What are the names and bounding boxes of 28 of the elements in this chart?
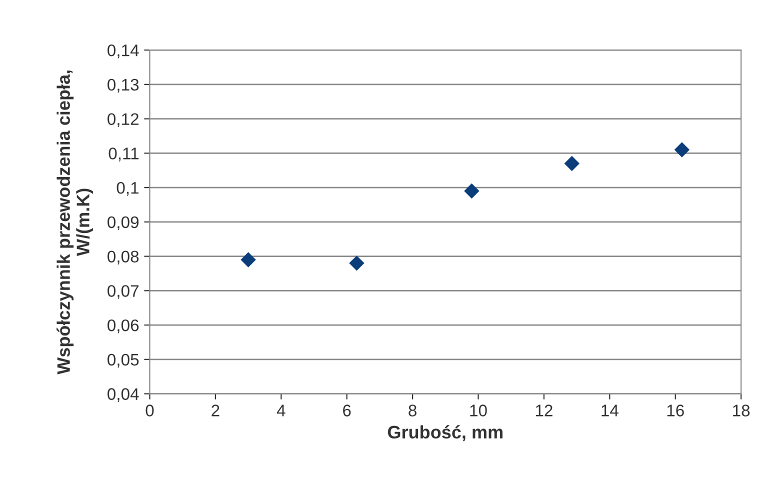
y-tick-label: 0,09 bbox=[108, 216, 139, 230]
x-tick-label: 6 bbox=[343, 404, 351, 416]
y-tick-label: 0,12 bbox=[108, 113, 138, 127]
x-tick-label: 0 bbox=[146, 404, 154, 416]
point bbox=[464, 183, 480, 199]
y-tick-label: 0,05 bbox=[108, 354, 139, 368]
y-tick-label: 0,13 bbox=[108, 78, 139, 93]
y-tick-label: 0,08 bbox=[108, 250, 139, 264]
point bbox=[349, 256, 364, 271]
x-tick-label: 16 bbox=[667, 404, 684, 416]
x-tick-label: 14 bbox=[602, 404, 618, 416]
point bbox=[674, 142, 690, 158]
point bbox=[240, 252, 256, 268]
y-tick-label: 0,11 bbox=[108, 148, 139, 162]
x-tick-label: 4 bbox=[276, 404, 286, 416]
x-tick-label: 12 bbox=[536, 404, 552, 416]
y-axis-title: Współczynnik przewodzenia ciepła, W/(m.K) bbox=[56, 70, 94, 374]
y-tick-label: 0,1 bbox=[116, 182, 139, 196]
x-axis-title: Grubość, mm bbox=[388, 425, 502, 442]
y-tick-label: 0,14 bbox=[108, 44, 139, 58]
y-tick-label: 0,04 bbox=[108, 388, 139, 402]
x-tick-label: 10 bbox=[470, 404, 487, 416]
x-tick-label: 8 bbox=[408, 404, 416, 416]
x-tick-label: 18 bbox=[733, 404, 750, 416]
y-tick-label: 0,06 bbox=[108, 319, 139, 334]
x-tick-label: 2 bbox=[212, 404, 220, 416]
y-tick-label: 0,07 bbox=[108, 285, 138, 299]
point bbox=[564, 156, 580, 172]
